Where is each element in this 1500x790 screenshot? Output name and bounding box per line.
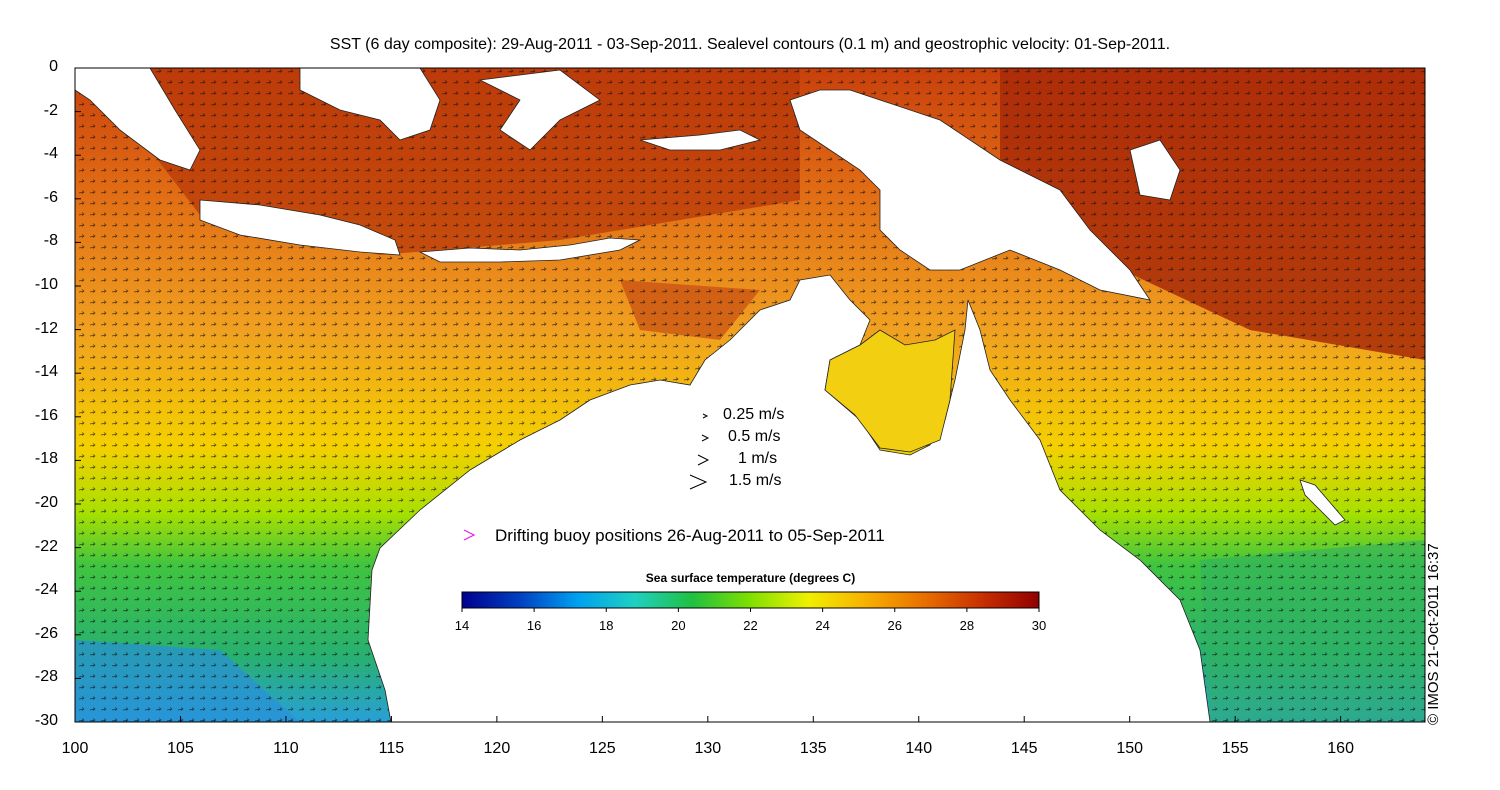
x-tick-label: 150 <box>1116 740 1144 757</box>
x-tick-label: 155 <box>1221 740 1249 757</box>
tick-marks <box>74 67 1342 723</box>
y-tick-label: -28 <box>34 668 58 686</box>
velocity-label-0-5: 0.5 m/s <box>728 428 781 445</box>
colorbar-tick-label: 22 <box>743 618 758 633</box>
velocity-label-0-25: 0.25 m/s <box>723 406 785 423</box>
velocity-legend-arrows <box>689 413 710 490</box>
x-tick-label: 115 <box>378 740 405 757</box>
buoy-legend-label: Drifting buoy positions 26-Aug-2011 to 0… <box>495 526 885 545</box>
y-tick-label: 0 <box>49 58 58 75</box>
borneo-landmass <box>299 67 441 141</box>
colorbar <box>461 591 1040 609</box>
arrow-0-5 <box>701 434 710 442</box>
y-tick-label: -12 <box>34 319 58 337</box>
colorbar-tick-label: 16 <box>526 618 542 633</box>
new-guinea-landmass <box>789 89 1151 301</box>
colorbar-tick-label: 18 <box>599 618 614 633</box>
new-caledonia-landmass <box>1299 479 1346 526</box>
sulawesi-landmass <box>478 69 601 151</box>
timor-landmass <box>639 129 762 151</box>
plot-frame <box>74 67 1426 723</box>
y-tick-label: -16 <box>34 406 58 424</box>
arrow-0-25 <box>702 413 709 419</box>
velocity-label-1-5: 1.5 m/s <box>729 472 782 489</box>
arrow-1-5 <box>689 474 708 490</box>
y-tick-label: -6 <box>43 188 58 206</box>
y-tick-label: -30 <box>34 712 58 729</box>
colorbar-title: Sea surface temperature (degrees C) <box>645 571 856 585</box>
colorbar-tick-label: 14 <box>454 618 470 633</box>
x-tick-label: 105 <box>167 740 194 757</box>
imos-credit: © IMOS 21-Oct-2011 16:37 <box>1425 543 1442 725</box>
land <box>74 67 1346 723</box>
x-tick-label: 125 <box>588 740 616 757</box>
buoy-marker <box>463 529 476 541</box>
y-tick-label: -22 <box>34 537 58 555</box>
x-tick-label: 160 <box>1327 740 1354 757</box>
x-tick-label: 145 <box>1010 740 1038 757</box>
arrow-1 <box>697 454 710 466</box>
gulf-of-carpentaria <box>824 329 956 453</box>
x-tick-label: 135 <box>799 740 827 757</box>
colorbar-ticks <box>461 608 1040 612</box>
sumatra-landmass <box>74 67 201 171</box>
y-tick-label: -26 <box>34 624 58 642</box>
lesser-sunda-islands <box>418 237 642 263</box>
velocity-label-1: 1 m/s <box>738 450 778 467</box>
x-tick-label: 130 <box>694 740 722 757</box>
x-tick-label: 100 <box>61 740 89 757</box>
y-tick-label: -18 <box>34 450 58 468</box>
y-tick-label: -20 <box>34 494 58 511</box>
y-tick-label: -8 <box>43 232 58 250</box>
y-tick-label: -4 <box>43 145 58 163</box>
bismarck-islands <box>1129 139 1181 201</box>
colorbar-tick-label: 26 <box>887 618 902 633</box>
map-title: SST (6 day composite): 29-Aug-2011 - 03-… <box>329 36 1171 53</box>
x-tick-label: 110 <box>273 740 299 757</box>
java-landmass <box>199 199 401 256</box>
colorbar-tick-label: 30 <box>1031 618 1047 633</box>
y-tick-label: -14 <box>34 363 58 381</box>
x-tick-label: 120 <box>483 740 511 757</box>
colorbar-tick-label: 20 <box>671 618 686 633</box>
y-tick-label: -2 <box>43 101 58 119</box>
colorbar-tick-label: 24 <box>815 618 830 633</box>
colorbar-tick-label: 28 <box>959 618 975 633</box>
y-tick-label: -10 <box>34 276 58 293</box>
y-tick-label: -24 <box>34 581 58 599</box>
x-tick-label: 140 <box>905 740 933 757</box>
